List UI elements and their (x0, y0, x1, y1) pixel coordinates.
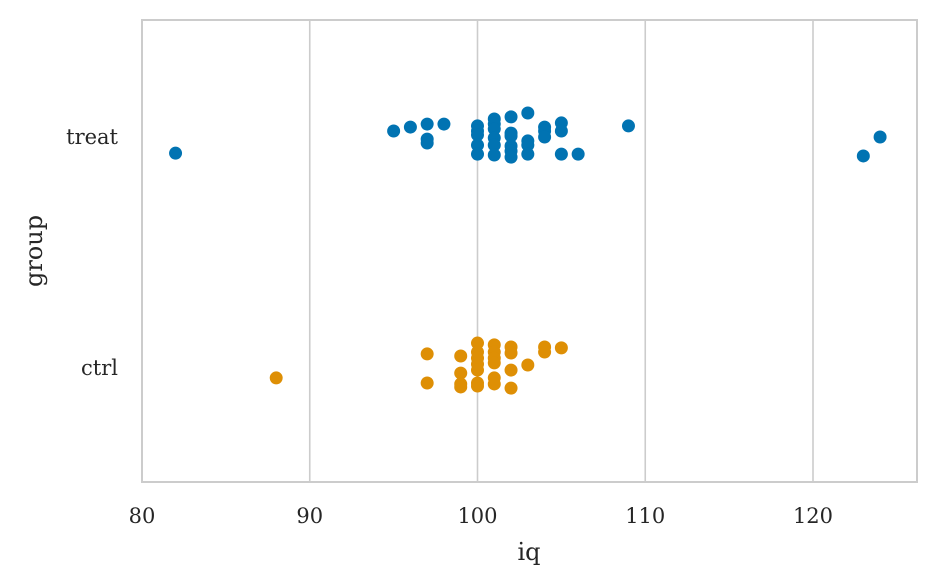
point-treat (169, 146, 183, 160)
y-tick-label: treat (66, 125, 118, 149)
point-ctrl (538, 345, 552, 359)
point-ctrl (487, 356, 501, 370)
point-treat (487, 138, 501, 152)
x-tick-label: 110 (625, 504, 665, 528)
point-ctrl (454, 349, 468, 363)
x-axis-label: iq (517, 538, 540, 566)
y-axis-label: group (20, 215, 48, 287)
point-ctrl (470, 363, 484, 377)
point-ctrl (504, 346, 518, 360)
point-ctrl (487, 377, 501, 391)
point-ctrl (454, 366, 468, 380)
point-treat (437, 117, 451, 131)
point-treat (538, 130, 552, 144)
point-ctrl (454, 380, 468, 394)
point-treat (487, 148, 501, 162)
point-ctrl (554, 341, 568, 355)
point-treat (521, 106, 535, 120)
point-ctrl (269, 371, 283, 385)
point-treat (420, 117, 434, 131)
x-tick-label: 120 (793, 504, 833, 528)
point-treat (521, 147, 535, 161)
point-treat (470, 128, 484, 142)
point-treat (873, 130, 887, 144)
point-treat (420, 136, 434, 150)
point-treat (504, 129, 518, 143)
point-treat (470, 147, 484, 161)
point-treat (621, 119, 635, 133)
point-treat (504, 110, 518, 124)
x-tick-label: 100 (457, 504, 497, 528)
point-treat (571, 147, 585, 161)
point-ctrl (504, 381, 518, 395)
point-ctrl (504, 363, 518, 377)
point-treat (521, 138, 535, 152)
point-treat (470, 138, 484, 152)
x-tick-label: 90 (296, 504, 323, 528)
point-ctrl (420, 376, 434, 390)
point-treat (554, 124, 568, 138)
point-treat (554, 147, 568, 161)
plot-frame (141, 19, 918, 483)
y-tick-label: ctrl (81, 356, 118, 380)
point-ctrl (470, 379, 484, 393)
x-tick-label: 80 (129, 504, 156, 528)
point-treat (387, 124, 401, 138)
point-treat (403, 120, 417, 134)
point-ctrl (420, 347, 434, 361)
point-treat (856, 149, 870, 163)
point-treat (487, 122, 501, 136)
point-ctrl (470, 336, 484, 350)
point-ctrl (521, 358, 535, 372)
point-treat (504, 150, 518, 164)
